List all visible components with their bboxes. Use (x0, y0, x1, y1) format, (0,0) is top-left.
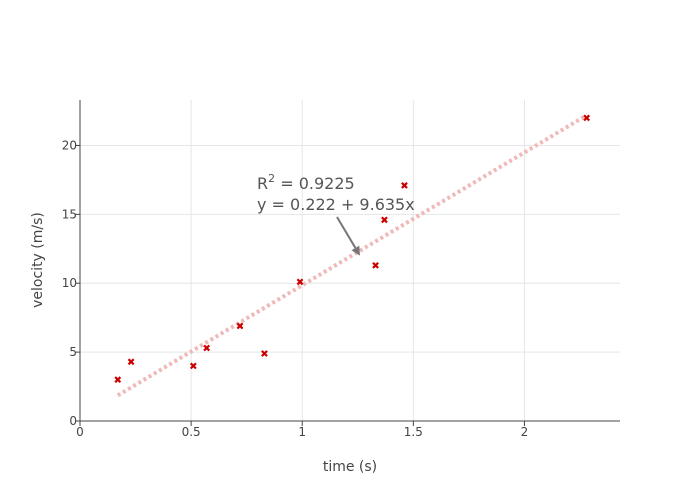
x-axis-title: time (s) (323, 459, 377, 475)
data-point (261, 350, 268, 357)
axes (75, 100, 620, 426)
annotation-arrow (336, 216, 357, 249)
data-point-stroke (381, 216, 388, 224)
data-point (372, 261, 379, 269)
y-tick-label: 20 (62, 138, 77, 152)
regression-equation: y = 0.222 + 9.635x (257, 195, 415, 214)
data-point-stroke (372, 261, 379, 269)
r-squared-symbol: R (257, 174, 268, 193)
y-tick-label: 5 (69, 345, 77, 359)
y-axis-title: velocity (m/s) (30, 212, 46, 308)
fit-line-layer (116, 113, 588, 398)
grid-lines (80, 100, 620, 421)
data-point-stroke (261, 350, 268, 357)
r-squared-value: = 0.9225 (275, 174, 355, 193)
data-point (127, 358, 135, 366)
data-point (203, 344, 211, 352)
y-tick-label: 10 (62, 276, 77, 290)
y-tick-label: 0 (69, 414, 77, 428)
data-points (114, 114, 591, 384)
x-tick-label: 1 (298, 425, 306, 439)
x-tick-label: 2 (521, 425, 529, 439)
data-point (296, 278, 304, 286)
data-point (236, 322, 244, 330)
data-point (583, 114, 591, 122)
annotation-arrow-head (351, 245, 360, 256)
data-point (401, 182, 408, 189)
r-squared-exponent: 2 (268, 172, 275, 185)
data-point (381, 216, 388, 224)
data-point-stroke (401, 182, 408, 189)
x-tick-label: 0.5 (182, 425, 201, 439)
data-point-stroke (127, 358, 135, 366)
data-point-stroke (203, 344, 211, 352)
fit-annotation: R2 = 0.9225 y = 0.222 + 9.635x (257, 172, 415, 256)
data-point (114, 376, 122, 384)
data-point-stroke (236, 322, 244, 330)
x-tick-label: 0 (76, 425, 84, 439)
data-point-stroke (189, 362, 197, 370)
data-point-stroke (296, 278, 304, 286)
y-tick-label: 15 (62, 207, 77, 221)
regression-fit-line (116, 113, 588, 398)
r-squared-label: R2 = 0.9225 (257, 172, 355, 193)
data-point (189, 362, 197, 370)
x-tick-label: 1.5 (404, 425, 423, 439)
data-point-stroke (583, 114, 591, 122)
data-point-stroke (114, 376, 122, 384)
